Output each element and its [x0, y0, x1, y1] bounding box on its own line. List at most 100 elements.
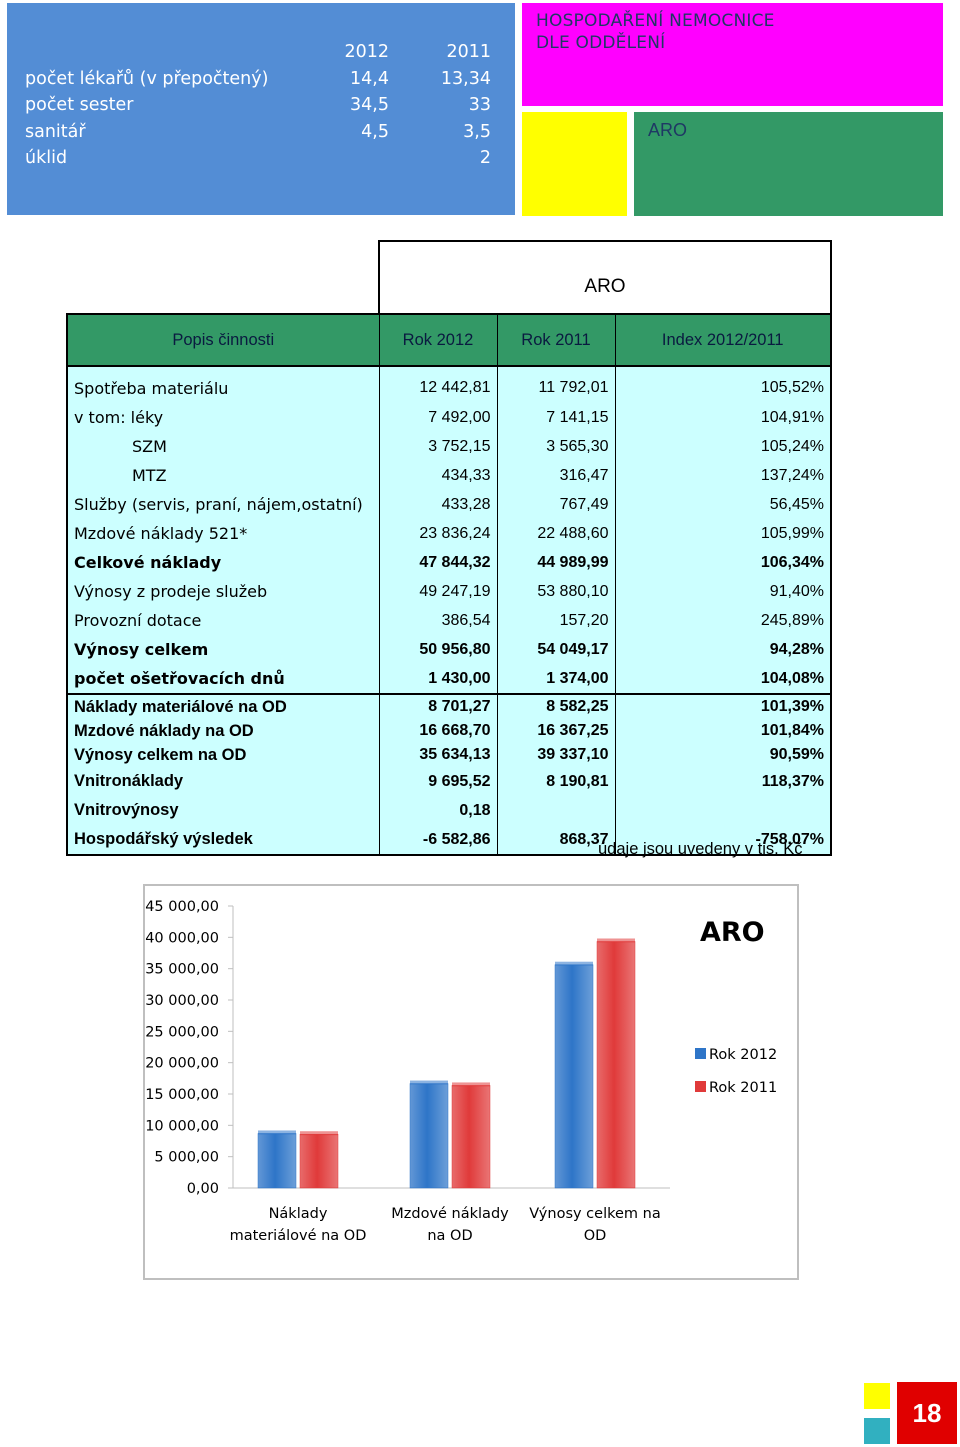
index-value: 101,39%	[614, 694, 833, 719]
table-row: Hospodářský výsledek -6 582,86 868,37 -758,…	[66, 825, 833, 856]
row-label: Výnosy celkem na OD	[66, 743, 380, 767]
value-2011: 767,49	[496, 490, 616, 519]
page-title-line2: DLE ODDĚLENÍ	[536, 33, 666, 53]
table-row: Vnitronáklady 9 695,52 8 190,81 118,37%	[66, 767, 833, 796]
staff-row: sanitář 4,5 3,5	[25, 119, 495, 146]
legend-swatch	[695, 1048, 706, 1059]
bar-rok-2012	[554, 964, 594, 1189]
column-header: Rok 2011	[496, 313, 616, 367]
value-2011: 8 190,81	[496, 767, 616, 796]
staff-year-2012: 2012	[344, 42, 389, 62]
table-row: Výnosy z prodeje služeb 49 247,19 53 880,1…	[66, 577, 833, 606]
y-tick-label: 30 000,00	[145, 993, 219, 1009]
index-value: 104,08%	[614, 664, 833, 695]
staff-value-2012	[287, 145, 389, 172]
row-label: Služby (servis, praní, nájem,ostatní)	[66, 490, 380, 519]
row-label: MTZ	[66, 461, 380, 490]
value-2012: 9 695,52	[378, 767, 498, 796]
value-2012: 1 430,00	[378, 664, 498, 695]
footer-yellow-square	[864, 1383, 890, 1409]
value-2011: 54 049,17	[496, 635, 616, 664]
table-row: počet ošetřovacích dnů 1 430,00 1 374,00 10…	[66, 664, 833, 695]
bar-chart-svg: 0,00 5 000,00 10 000,00 15 000,00 20 000,00 2…	[145, 899, 777, 1244]
table-row: Výnosy celkem 50 956,80 54 049,17 94,28%	[66, 635, 833, 664]
value-2011: 16 367,25	[496, 719, 616, 743]
row-label: Vnitrovýnosy	[66, 796, 380, 825]
staff-grid: 2012 2011 počet lékařů (v přepočtený) 14…	[25, 39, 495, 172]
column-header: Index 2012/2011	[614, 313, 833, 367]
value-2012: 12 442,81	[378, 366, 498, 403]
row-label: Mzdové náklady na OD	[66, 719, 380, 743]
legend-swatch	[695, 1081, 706, 1092]
table-row: Náklady materiálové na OD 8 701,27 8 582,2…	[66, 694, 833, 719]
staff-value-2012: 34,5	[350, 95, 389, 116]
table-header-row: Popis činnosti Rok 2012 Rok 2011 Index 2…	[66, 313, 833, 367]
row-label: SZM	[66, 432, 380, 461]
table-row: Mzdové náklady na OD 16 668,70 16 367,25 10…	[66, 719, 833, 743]
index-value: -758,07%	[614, 825, 833, 856]
y-tick-label: 15 000,00	[145, 1087, 219, 1103]
table-row: Spotřeba materiálu 12 442,81 11 792,01 105,…	[66, 366, 833, 403]
legend-label: Rok 2011	[709, 1080, 777, 1096]
footer-teal-square	[864, 1418, 890, 1444]
value-2012: 50 956,80	[378, 635, 498, 664]
title-panel: HOSPODAŘENÍ NEMOCNICE DLE ODDĚLENÍ	[522, 3, 943, 106]
row-label: Spotřeba materiálu	[66, 366, 380, 403]
staff-value-2012: 14,4	[350, 68, 389, 89]
page-title-line1: HOSPODAŘENÍ NEMOCNICE	[536, 11, 775, 31]
table-row: Celkové náklady 47 844,32 44 989,99 106,34%	[66, 548, 833, 577]
page-title: HOSPODAŘENÍ NEMOCNICE DLE ODDĚLENÍ	[536, 10, 775, 54]
value-2012: 49 247,19	[378, 577, 498, 606]
index-value: 105,52%	[614, 366, 833, 403]
y-tick-label: 0,00	[187, 1181, 219, 1197]
y-tick-label: 25 000,00	[145, 1024, 219, 1040]
index-value: 105,24%	[614, 432, 833, 461]
value-2011: 11 792,01	[496, 366, 616, 403]
row-label: Celkové náklady	[66, 548, 380, 577]
index-value: 106,34%	[614, 548, 833, 577]
value-2011: 1 374,00	[496, 664, 616, 695]
row-label: Hospodářský výsledek	[66, 825, 380, 856]
bar-top-cap	[452, 1082, 490, 1087]
row-label: Mzdové náklady 521*	[66, 519, 380, 548]
finance-table: ARO Popis činnosti Rok 2012 Rok 2011 Ind…	[66, 240, 833, 856]
value-2011: 7 141,15	[496, 403, 616, 432]
staff-label: počet sester	[25, 95, 134, 116]
table-row: v tom: léky 7 492,00 7 141,15 104,91%	[66, 403, 833, 432]
table-row: Mzdové náklady 521* 23 836,24 22 488,60 105…	[66, 519, 833, 548]
index-value: 91,40%	[614, 577, 833, 606]
bar-top-cap	[410, 1080, 448, 1085]
row-label: Výnosy celkem	[66, 635, 380, 664]
finance-table-wrap: ARO Popis činnosti Rok 2012 Rok 2011 Ind…	[66, 240, 833, 856]
x-category-label: OD	[584, 1228, 607, 1244]
row-label: Náklady materiálové na OD	[66, 694, 380, 719]
bar-rok-2012	[257, 1133, 297, 1189]
value-2012: 47 844,32	[378, 548, 498, 577]
bar-rok-2012	[409, 1083, 449, 1189]
index-value: 118,37%	[614, 767, 833, 796]
value-2012: 35 634,13	[378, 743, 498, 767]
row-label: Vnitronáklady	[66, 767, 380, 796]
value-2012: 386,54	[378, 606, 498, 635]
value-2011: 3 565,30	[496, 432, 616, 461]
value-2012: -6 582,86	[378, 825, 498, 856]
value-2012: 16 668,70	[378, 719, 498, 743]
bar-top-cap	[555, 961, 593, 966]
index-value: 245,89%	[614, 606, 833, 635]
staff-value-2011: 33	[468, 95, 491, 116]
y-tick-label: 5 000,00	[154, 1150, 219, 1166]
bar-chart: 0,00 5 000,00 10 000,00 15 000,00 20 000,00 2…	[143, 884, 799, 1280]
chart-title: ARO	[700, 917, 765, 948]
legend-label: Rok 2012	[709, 1047, 777, 1063]
y-tick-label: 35 000,00	[145, 962, 219, 978]
staff-year-2011: 2011	[446, 42, 491, 62]
value-2011: 22 488,60	[496, 519, 616, 548]
table-row: Výnosy celkem na OD 35 634,13 39 337,10 90,…	[66, 743, 833, 767]
index-value: 104,91%	[614, 403, 833, 432]
row-label: Výnosy z prodeje služeb	[66, 577, 380, 606]
index-value: 101,84%	[614, 719, 833, 743]
value-2012: 7 492,00	[378, 403, 498, 432]
staff-row: počet lékařů (v přepočtený) 14,4 13,34	[25, 66, 495, 93]
column-header: Rok 2012	[378, 313, 498, 367]
row-label: počet ošetřovacích dnů	[66, 664, 380, 695]
